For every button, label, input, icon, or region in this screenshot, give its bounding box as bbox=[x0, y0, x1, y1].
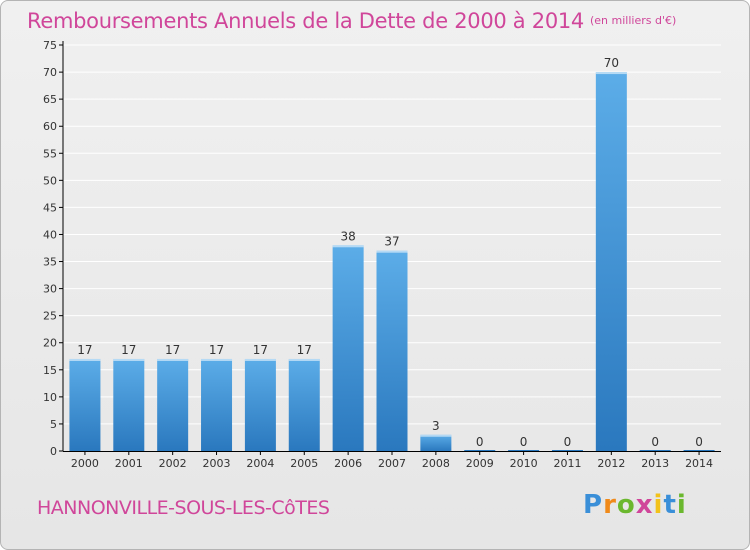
bar-highlight bbox=[595, 72, 627, 75]
bar-2009 bbox=[464, 450, 496, 451]
x-tick-label: 2007 bbox=[378, 457, 406, 470]
bar-2007 bbox=[376, 250, 408, 451]
chart-unit: (en milliers d'€) bbox=[590, 14, 677, 27]
bar-2013 bbox=[639, 450, 671, 451]
bar-highlight bbox=[113, 358, 145, 361]
x-tick-label: 2002 bbox=[159, 457, 187, 470]
bar-value-label: 38 bbox=[340, 229, 355, 243]
bar-value-labels: 17 17 17 17 17 17 38 37 3 0 0 0 70 0 0 bbox=[77, 56, 703, 449]
bar-value-label: 17 bbox=[253, 343, 268, 357]
y-tick-label: 55 bbox=[43, 147, 57, 160]
x-tick-label: 2004 bbox=[246, 457, 274, 470]
logo-letter: t bbox=[663, 490, 677, 520]
bar-2002 bbox=[157, 358, 189, 451]
x-tick-label: 2013 bbox=[641, 457, 669, 470]
y-tick-label: 65 bbox=[43, 93, 57, 106]
y-tick-label: 20 bbox=[43, 337, 57, 350]
chart-title-block: Remboursements Annuels de la Dette de 20… bbox=[27, 9, 676, 33]
logo-letter: o bbox=[616, 490, 636, 520]
bar-highlight bbox=[288, 358, 320, 361]
bar-highlight bbox=[376, 250, 408, 253]
chart-title: Remboursements Annuels de la Dette de 20… bbox=[27, 9, 584, 33]
y-tick-label: 70 bbox=[43, 66, 57, 79]
x-tick-label: 2008 bbox=[422, 457, 450, 470]
x-tick-label: 2014 bbox=[685, 457, 713, 470]
axes bbox=[62, 41, 721, 452]
bar-value-label: 0 bbox=[564, 435, 572, 449]
bar-highlight bbox=[420, 434, 452, 437]
logo-letter: r bbox=[603, 490, 617, 520]
y-tick-label: 75 bbox=[43, 39, 57, 52]
bar-2011 bbox=[551, 450, 583, 451]
x-tick-label: 2012 bbox=[597, 457, 625, 470]
bar-value-label: 17 bbox=[297, 343, 312, 357]
x-tick-label: 2006 bbox=[334, 457, 362, 470]
logo-letter: P bbox=[583, 490, 604, 520]
bar-2008 bbox=[420, 434, 452, 451]
x-axis-ticks: 2000 2001 2002 2003 2004 2005 2006 2007 2008 2009… bbox=[71, 451, 713, 470]
y-tick-label: 15 bbox=[43, 364, 57, 377]
bar-value-label: 17 bbox=[121, 343, 136, 357]
bar-value-label: 0 bbox=[520, 435, 528, 449]
bar-2012 bbox=[595, 72, 627, 452]
bar-value-label: 37 bbox=[384, 235, 399, 249]
y-tick-label: 60 bbox=[43, 120, 57, 133]
commune-name: HANNONVILLE-SOUS-LES-CôTES bbox=[37, 497, 330, 519]
y-axis-ticks: 0 5 10 15 20 25 30 35 40 45 50 55 60 65 70 75 bbox=[43, 39, 63, 458]
bar-highlight bbox=[201, 358, 233, 361]
bar-value-label: 17 bbox=[77, 343, 92, 357]
proxiti-logo: Proxiti bbox=[583, 490, 687, 520]
y-tick-label: 25 bbox=[43, 310, 57, 323]
bar-2001 bbox=[113, 358, 145, 451]
x-tick-label: 2010 bbox=[510, 457, 538, 470]
y-tick-label: 0 bbox=[50, 445, 57, 458]
bar-highlight bbox=[332, 245, 364, 248]
x-tick-label: 2000 bbox=[71, 457, 99, 470]
bar-2004 bbox=[244, 358, 276, 451]
x-tick-label: 2003 bbox=[203, 457, 231, 470]
y-tick-label: 50 bbox=[43, 174, 57, 187]
bar-2014 bbox=[683, 450, 715, 451]
bar-value-label: 17 bbox=[165, 343, 180, 357]
x-tick-label: 2011 bbox=[553, 457, 581, 470]
bar-value-label: 17 bbox=[209, 343, 224, 357]
bar-highlight bbox=[157, 358, 189, 361]
logo-letter: x bbox=[635, 490, 654, 520]
y-tick-label: 40 bbox=[43, 228, 57, 241]
bar-highlight bbox=[69, 358, 101, 361]
x-tick-label: 2001 bbox=[115, 457, 143, 470]
bar-value-label: 70 bbox=[604, 56, 619, 70]
y-tick-label: 45 bbox=[43, 201, 57, 214]
bar-2006 bbox=[332, 245, 364, 451]
x-tick-label: 2009 bbox=[466, 457, 494, 470]
x-tick-label: 2005 bbox=[290, 457, 318, 470]
bar-highlight bbox=[244, 358, 276, 361]
y-tick-label: 10 bbox=[43, 391, 57, 404]
logo-letter: i bbox=[676, 490, 687, 520]
bar-value-label: 3 bbox=[432, 419, 440, 433]
bar-value-label: 0 bbox=[476, 435, 484, 449]
bar-2005 bbox=[288, 358, 320, 451]
bar-value-label: 0 bbox=[695, 435, 703, 449]
bar-value-label: 0 bbox=[651, 435, 659, 449]
bar-2003 bbox=[201, 358, 233, 451]
logo-letter: i bbox=[653, 490, 664, 520]
bars bbox=[69, 72, 715, 452]
y-tick-label: 5 bbox=[50, 418, 57, 431]
y-tick-label: 35 bbox=[43, 256, 57, 269]
bar-2000 bbox=[69, 358, 101, 451]
y-tick-label: 30 bbox=[43, 283, 57, 296]
bar-2010 bbox=[508, 450, 540, 451]
